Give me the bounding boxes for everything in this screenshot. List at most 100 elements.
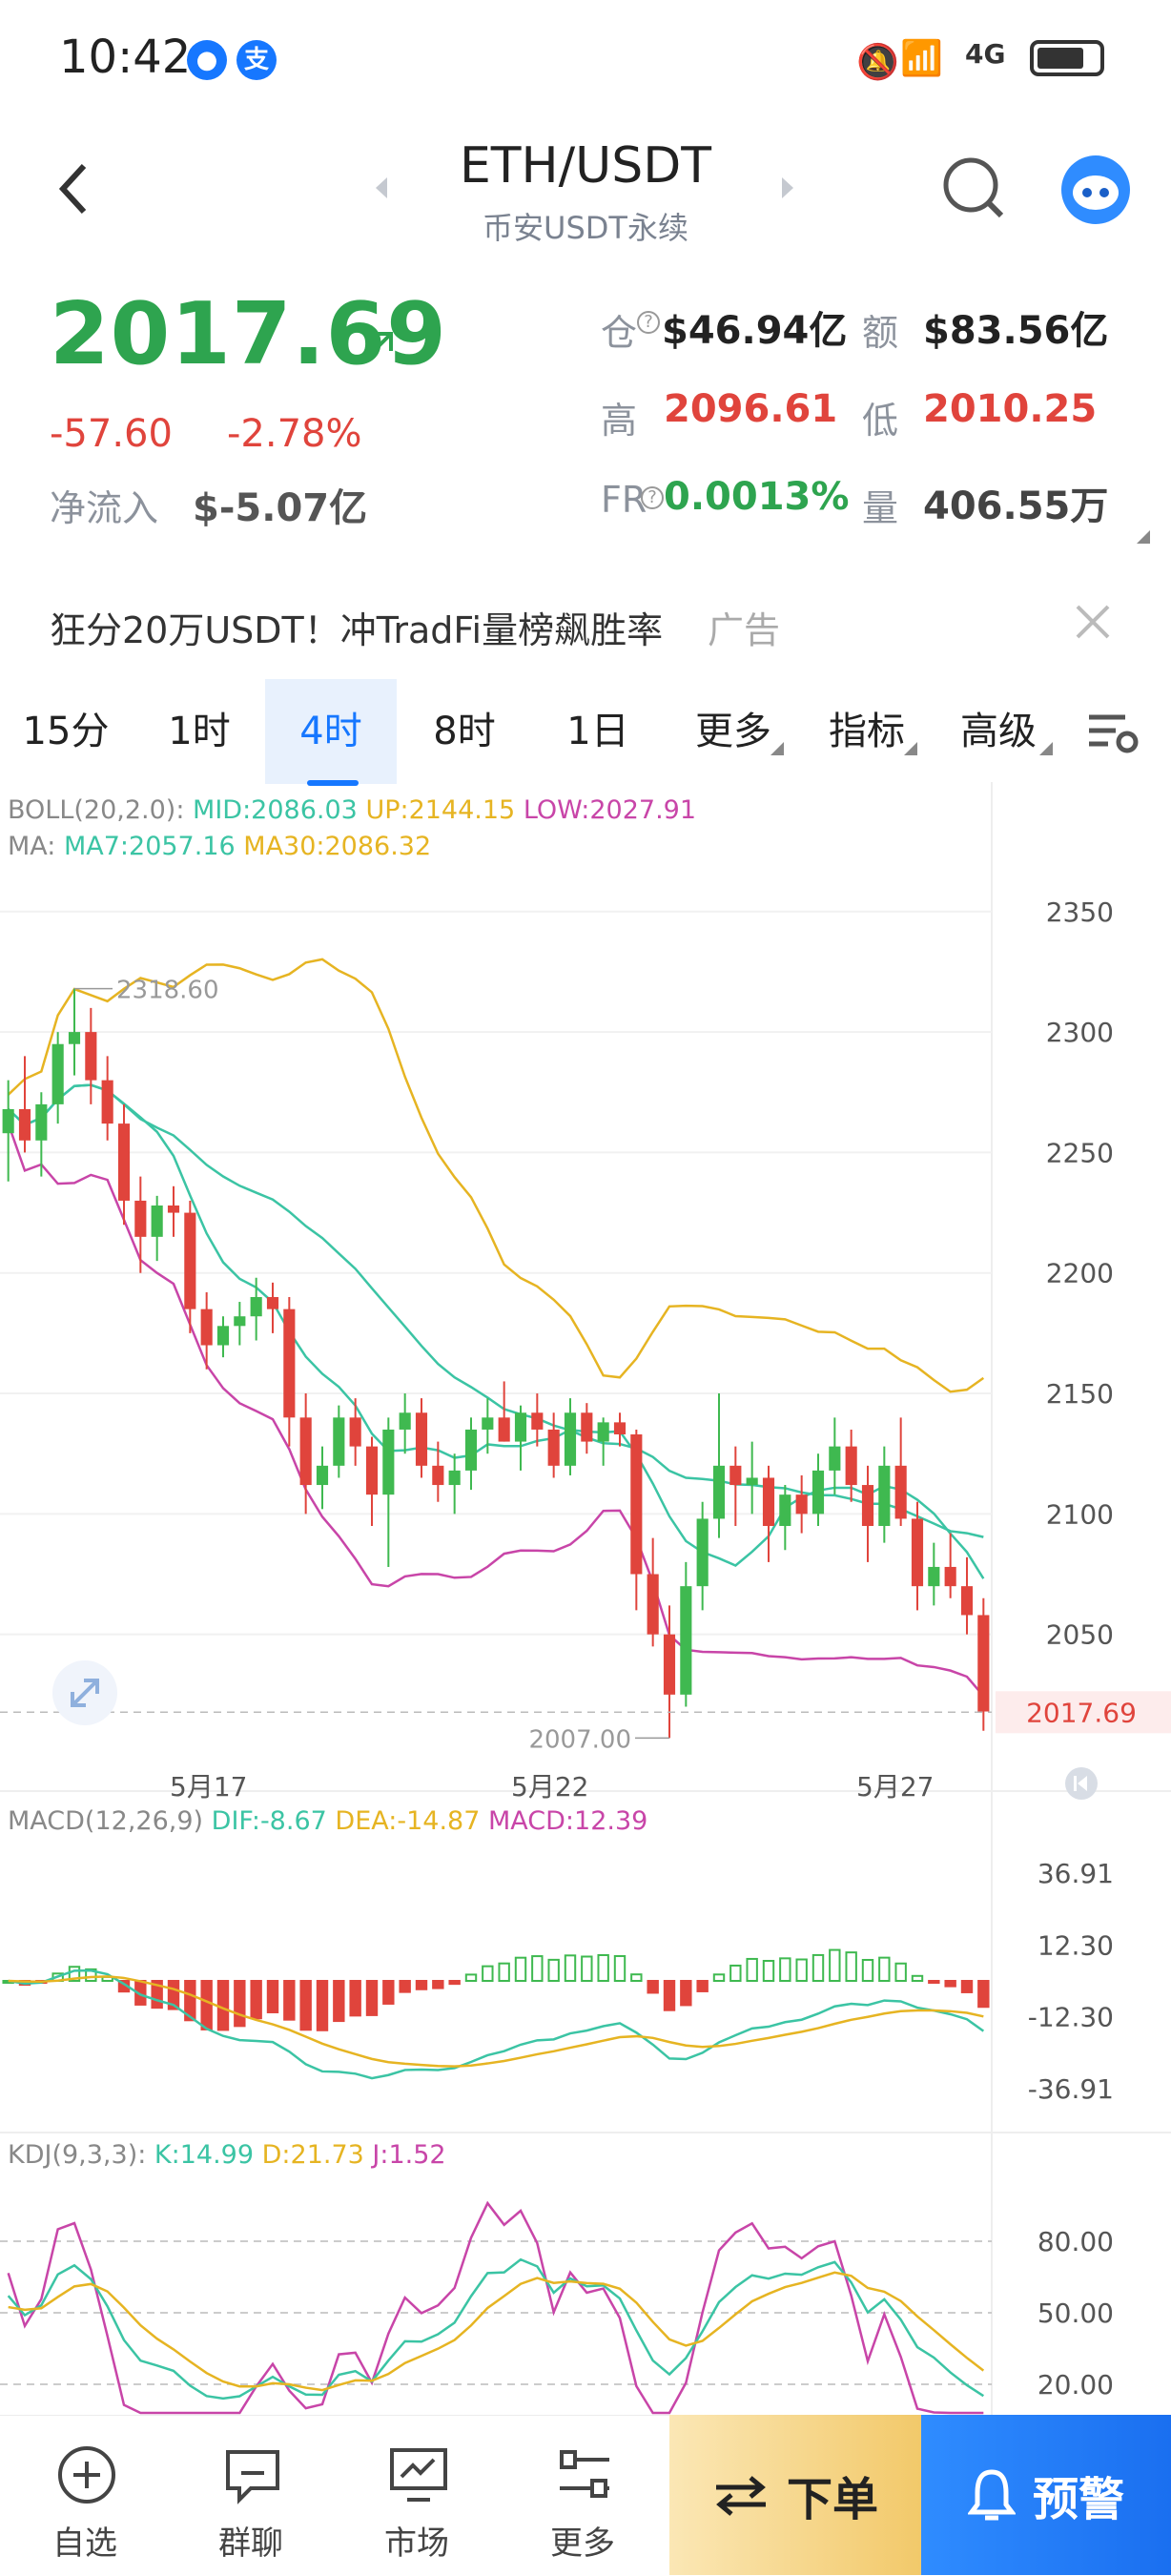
- search-icon[interactable]: [940, 155, 1007, 221]
- kline-chart[interactable]: 2350 2300 2250 2200 2150 2100 2050 2318.60 2007.…: [0, 782, 1171, 2415]
- macd-bar: [250, 1980, 262, 2020]
- kdj-tick-label: 80.00: [1037, 2226, 1114, 2257]
- macd-bar: [415, 1980, 428, 1990]
- nav-group-chat[interactable]: 群聊: [170, 2416, 332, 2576]
- chat-icon: [226, 2450, 279, 2504]
- fullscreen-icon[interactable]: [51, 1659, 118, 1726]
- macd-bar: [779, 1957, 791, 1982]
- header: ETH/USDT 币安USDT永续: [0, 124, 1171, 267]
- alert-button[interactable]: 预警: [921, 2415, 1171, 2575]
- macd-tick-label: -12.30: [1028, 2002, 1114, 2033]
- candle-body: [316, 1465, 329, 1486]
- close-icon[interactable]: [1074, 603, 1112, 641]
- macd-bar: [200, 1980, 213, 2030]
- help-icon[interactable]: ?: [637, 311, 660, 334]
- tab-advanced[interactable]: 高级: [960, 710, 1037, 753]
- y-tick-label: 2300: [1046, 1017, 1114, 1048]
- macd-dif: DIF:-8.67: [211, 1806, 327, 1836]
- tab-more[interactable]: 更多: [695, 710, 771, 753]
- candle-body: [68, 1032, 81, 1044]
- tab-1d[interactable]: 1日: [566, 710, 629, 753]
- candle-body: [216, 1326, 230, 1346]
- macd-bar: [960, 1980, 974, 1993]
- next-pair-icon[interactable]: [778, 174, 797, 202]
- candle-body: [597, 1422, 609, 1442]
- candle-body: [960, 1586, 974, 1616]
- tab-indicators[interactable]: 指标: [829, 710, 905, 753]
- volume-label: 量: [862, 487, 899, 529]
- volume-value: 406.55万: [923, 484, 1109, 528]
- candle-body: [250, 1297, 262, 1317]
- nav-market-label: 市场: [384, 2524, 449, 2563]
- x-label-3: 5月27: [856, 1771, 935, 1803]
- macd-dea: DEA:-14.87: [335, 1806, 481, 1836]
- low-label: 低: [862, 400, 899, 442]
- tab-4h[interactable]: 4时: [265, 679, 397, 784]
- candle-body: [482, 1417, 494, 1430]
- candle-body: [547, 1429, 560, 1466]
- kdj-j: J:1.52: [372, 2140, 446, 2170]
- y-tick-label: 2100: [1046, 1498, 1114, 1530]
- last-price-tag: [996, 1691, 1171, 1734]
- nav-market[interactable]: 市场: [336, 2416, 498, 2576]
- ma7-line: [7, 1083, 985, 1579]
- tab-15m[interactable]: 15分: [22, 710, 110, 753]
- candle-body: [299, 1417, 312, 1486]
- ad-banner[interactable]: 狂分20万USDT！冲TradFi量榜飙胜率 广告: [0, 572, 1171, 677]
- candle-body: [365, 1446, 379, 1495]
- macd-bar: [663, 1980, 676, 2011]
- tab-8h[interactable]: 8时: [433, 710, 496, 753]
- candle-body: [333, 1417, 345, 1466]
- macd-bar: [68, 1966, 81, 1982]
- tab-1h[interactable]: 1时: [168, 710, 231, 753]
- candle-body: [811, 1470, 825, 1515]
- candle-body: [101, 1080, 113, 1124]
- candle-body: [729, 1465, 742, 1486]
- macd-bar: [432, 1980, 444, 1989]
- macd-bar: [547, 1958, 560, 1983]
- macd-bar: [746, 1957, 758, 1983]
- more-sliders-icon: [560, 2450, 609, 2498]
- plus-circle-icon: [58, 2446, 115, 2504]
- candle-body: [894, 1465, 907, 1519]
- candle-body: [498, 1417, 510, 1442]
- prev-pair-icon[interactable]: [372, 174, 391, 202]
- candle-body: [779, 1494, 791, 1526]
- y-tick-label: 2150: [1046, 1378, 1114, 1410]
- macd-bar: [316, 1980, 329, 2031]
- nav-more[interactable]: 更多: [502, 2416, 664, 2576]
- candle-body: [200, 1309, 213, 1346]
- kdj-tick-label: 50.00: [1037, 2298, 1114, 2329]
- high-value: 2096.61: [664, 387, 838, 431]
- macd-tick-label: 12.30: [1037, 1929, 1114, 1961]
- ma30-value: MA30:2086.32: [243, 832, 432, 861]
- candle-body: [531, 1412, 544, 1430]
- order-button-label: 下单: [786, 2473, 878, 2526]
- candle-body: [696, 1518, 709, 1587]
- macd-bar: [878, 1956, 891, 1982]
- back-arrow-icon[interactable]: [55, 160, 93, 217]
- order-button[interactable]: 下单: [669, 2415, 921, 2575]
- nav-watchlist[interactable]: 自选: [4, 2416, 166, 2576]
- net-inflow-value: $-5.07亿: [193, 486, 368, 530]
- kdj-k-line: [7, 2257, 985, 2401]
- pair-subtitle: 币安USDT永续: [483, 210, 688, 246]
- ma-legend: MA: MA7:2057.16 MA30:2086.32: [8, 832, 431, 861]
- scroll-latest-icon[interactable]: [1064, 1766, 1099, 1801]
- macd-bar: [564, 1954, 577, 1982]
- macd-bar: [944, 1980, 956, 1988]
- chart-settings-icon[interactable]: [1087, 711, 1140, 755]
- help-icon[interactable]: ?: [641, 486, 664, 509]
- y-tick-label: 2050: [1046, 1619, 1114, 1651]
- pair-title[interactable]: ETH/USDT: [459, 137, 712, 195]
- robot-assistant-icon[interactable]: [1058, 153, 1133, 227]
- expand-corner-icon[interactable]: [1137, 530, 1150, 544]
- ad-text[interactable]: 狂分20万USDT！冲TradFi量榜飙胜率: [50, 609, 664, 651]
- candle-body: [283, 1309, 296, 1418]
- mute-icon: 🔕: [856, 43, 899, 82]
- macd-bar: [299, 1980, 312, 2031]
- macd-bar: [712, 1973, 726, 1983]
- macd-bar: [514, 1956, 527, 1983]
- nav-group-chat-label: 群聊: [218, 2524, 283, 2563]
- macd-bar: [696, 1980, 709, 1992]
